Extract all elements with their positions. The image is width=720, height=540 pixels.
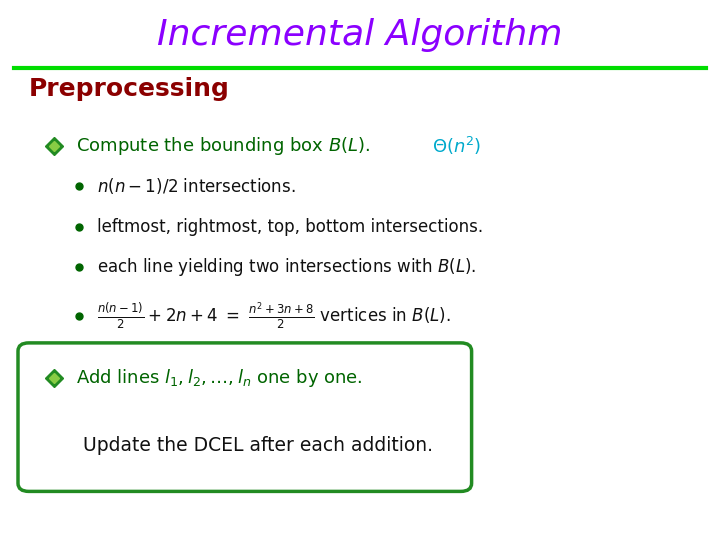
Text: leftmost, rightmost, top, bottom intersections.: leftmost, rightmost, top, bottom interse… xyxy=(97,218,483,236)
Text: $n(n-1)/2$ intersections.: $n(n-1)/2$ intersections. xyxy=(97,176,296,197)
Text: Add lines $l_1, l_2, \ldots, l_n$ one by one.: Add lines $l_1, l_2, \ldots, l_n$ one by… xyxy=(76,367,362,389)
Text: each line yielding two intersections with $B(L)$.: each line yielding two intersections wit… xyxy=(97,256,477,278)
Text: $\frac{n(n-1)}{2} + 2n + 4\ =\ \frac{n^2+3n+8}{2}$ vertices in $B(L)$.: $\frac{n(n-1)}{2} + 2n + 4\ =\ \frac{n^2… xyxy=(97,300,451,332)
FancyBboxPatch shape xyxy=(18,343,472,491)
Text: Incremental Algorithm: Incremental Algorithm xyxy=(157,18,563,52)
Text: $\Theta(n^2)$: $\Theta(n^2)$ xyxy=(432,135,482,157)
Text: Update the DCEL after each addition.: Update the DCEL after each addition. xyxy=(83,436,433,455)
Text: Compute the bounding box $B(L)$.: Compute the bounding box $B(L)$. xyxy=(76,135,370,157)
Text: Preprocessing: Preprocessing xyxy=(29,77,230,101)
